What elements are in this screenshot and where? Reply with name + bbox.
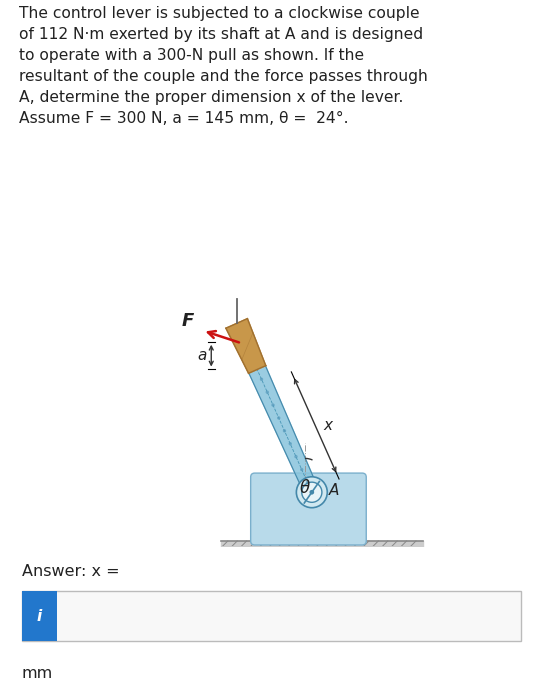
Text: Answer: x =: Answer: x = xyxy=(22,564,119,580)
Circle shape xyxy=(288,442,292,445)
Circle shape xyxy=(266,391,269,394)
Circle shape xyxy=(310,490,314,495)
Text: F: F xyxy=(181,312,194,330)
Circle shape xyxy=(277,416,280,419)
FancyBboxPatch shape xyxy=(251,473,366,545)
Circle shape xyxy=(296,477,327,508)
Text: The control lever is subjected to a clockwise couple
of 112 N·m exerted by its s: The control lever is subjected to a cloc… xyxy=(19,6,428,126)
Circle shape xyxy=(302,482,322,503)
Circle shape xyxy=(283,429,286,433)
Polygon shape xyxy=(226,318,266,373)
Text: i: i xyxy=(37,608,42,624)
Circle shape xyxy=(260,377,263,381)
FancyBboxPatch shape xyxy=(22,591,57,641)
Circle shape xyxy=(306,481,309,484)
Polygon shape xyxy=(249,366,319,495)
Text: $\theta$: $\theta$ xyxy=(299,479,311,497)
Text: a: a xyxy=(198,348,207,363)
Circle shape xyxy=(300,468,304,471)
Text: A: A xyxy=(329,483,340,498)
Text: x: x xyxy=(324,418,333,433)
Circle shape xyxy=(294,455,298,458)
FancyBboxPatch shape xyxy=(22,591,521,641)
Circle shape xyxy=(272,403,275,407)
Text: mm: mm xyxy=(22,666,53,681)
